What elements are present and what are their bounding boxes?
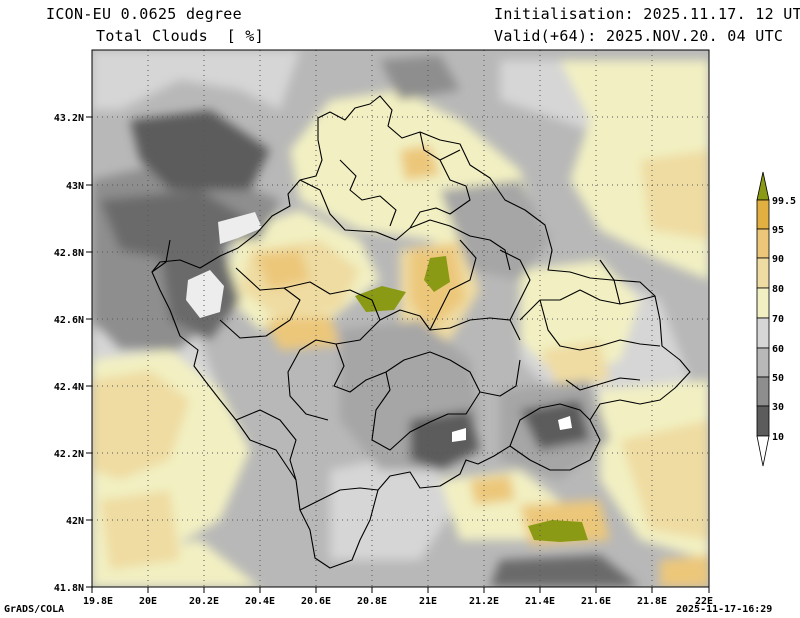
- lat-labels: 43.2N 43N 42.8N 42.6N 42.4N 42.2N 42N 41…: [54, 113, 84, 594]
- legend-label: 95: [772, 225, 784, 236]
- lat-label: 42.6N: [54, 315, 84, 326]
- lat-label: 42.8N: [54, 248, 84, 259]
- lat-label: 41.8N: [54, 583, 84, 594]
- legend-swatch: [756, 405, 770, 437]
- clear-sky-patch: [452, 428, 466, 442]
- legend-swatch: [756, 199, 770, 230]
- legend-label: 60: [772, 344, 784, 355]
- model-title: ICON-EU 0.0625 degree: [46, 5, 242, 23]
- lon-label: 20E: [139, 596, 157, 607]
- legend-labels: 99.5 95 90 80 70 60 50 30 10: [772, 196, 796, 443]
- grads-credit: GrADS/COLA: [4, 604, 65, 615]
- lon-label: 21.6E: [581, 596, 611, 607]
- lat-label: 43N: [66, 181, 84, 192]
- lat-label: 42.4N: [54, 382, 84, 393]
- lat-label: 42.2N: [54, 449, 84, 460]
- legend-label: 30: [772, 402, 784, 413]
- lon-label: 21.4E: [525, 596, 555, 607]
- legend-label: 10: [772, 432, 784, 443]
- lat-label: 42N: [66, 516, 84, 527]
- lon-label: 19.8E: [83, 596, 113, 607]
- color-legend: [756, 171, 770, 467]
- lon-label: 20.2E: [189, 596, 219, 607]
- parameter-title: Total Clouds [ %]: [96, 27, 264, 45]
- lon-label: 20.6E: [301, 596, 331, 607]
- initialisation-time: Initialisation: 2025.11.17. 12 UTC: [494, 5, 800, 23]
- legend-swatch: [756, 317, 770, 349]
- legend-label: 90: [772, 254, 784, 265]
- boundaries: [151, 95, 691, 569]
- legend-swatch: [756, 228, 770, 259]
- lat-label: 43.2N: [54, 113, 84, 124]
- valid-time: Valid(+64): 2025.NOV.20. 04 UTC: [494, 27, 784, 45]
- legend-label: 80: [772, 284, 784, 295]
- clear-sky-patch: [218, 212, 262, 244]
- lat-axis: [86, 116, 92, 588]
- lon-axis: [91, 587, 710, 593]
- legend-swatch: [756, 435, 770, 467]
- legend-swatch: [756, 171, 770, 201]
- legend-label: 99.5: [772, 196, 796, 207]
- lon-label: 20.4E: [245, 596, 275, 607]
- lon-label: 21.8E: [637, 596, 667, 607]
- clear-sky-patch: [558, 416, 572, 430]
- lon-label: 20.8E: [357, 596, 387, 607]
- lon-labels: 19.8E 20E 20.2E 20.4E 20.6E 20.8E 21E 21…: [83, 596, 713, 607]
- overcast-patch: [528, 520, 588, 542]
- legend-label: 50: [772, 373, 784, 384]
- render-timestamp: 2025-11-17-16:29: [676, 604, 773, 615]
- lon-label: 21E: [419, 596, 437, 607]
- lon-label: 22E: [695, 596, 713, 607]
- legend-label: 70: [772, 314, 784, 325]
- lon-label: 21.2E: [469, 596, 499, 607]
- legend-swatch: [756, 257, 770, 289]
- clear-sky-patch: [186, 270, 224, 318]
- legend-swatch: [756, 376, 770, 407]
- legend-swatch: [756, 347, 770, 378]
- overcast-patch: [424, 256, 450, 292]
- overcast-patch: [355, 286, 406, 312]
- cloud-field: [92, 50, 709, 587]
- legend-swatch: [756, 287, 770, 319]
